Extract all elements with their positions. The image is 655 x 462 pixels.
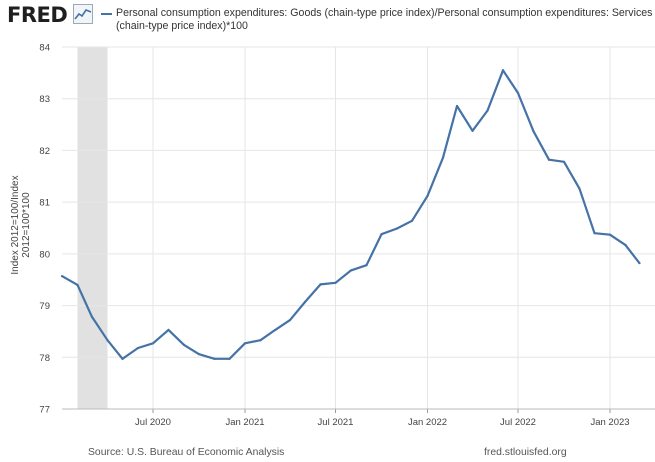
- legend-swatch: [101, 13, 112, 15]
- y-tick-label: 83: [39, 94, 50, 105]
- x-tick-label: Jul 2022: [500, 417, 536, 428]
- data-point: [486, 109, 489, 112]
- y-tick-label: 81: [39, 198, 50, 209]
- x-tick-label: Jan 2023: [590, 417, 629, 428]
- data-point: [501, 69, 505, 72]
- line-chart-icon: [73, 4, 93, 24]
- source-note: Source: U.S. Bureau of Economic Analysis: [88, 447, 285, 458]
- data-point: [136, 346, 140, 350]
- x-tick-label: Jan 2021: [225, 417, 264, 428]
- data-point: [182, 343, 186, 346]
- data-point: [516, 91, 520, 95]
- data-point: [608, 233, 612, 236]
- data-point: [334, 281, 337, 284]
- site-link[interactable]: fred.stlouisfed.org: [484, 447, 567, 458]
- data-point: [441, 156, 445, 159]
- data-point: [213, 357, 216, 360]
- data-point: [228, 357, 231, 360]
- series-line: [61, 69, 641, 360]
- data-point: [106, 339, 109, 342]
- x-tick-label: Jan 2022: [408, 417, 447, 428]
- data-point: [578, 187, 581, 190]
- y-tick-label: 78: [39, 353, 50, 364]
- data-point: [90, 315, 94, 319]
- data-point: [273, 329, 276, 332]
- recession-band: [77, 47, 108, 409]
- data-point: [532, 130, 535, 133]
- x-tick-label: Jul 2021: [318, 417, 354, 428]
- data-point: [319, 283, 322, 286]
- legend-label: Personal consumption expenditures: Goods…: [116, 7, 653, 32]
- data-point: [151, 342, 155, 345]
- header: FRED Personal consumption expenditures: …: [0, 0, 655, 44]
- data-point: [593, 232, 596, 235]
- data-point: [60, 274, 64, 278]
- data-point: [638, 262, 641, 265]
- data-point: [380, 233, 383, 236]
- data-point: [303, 300, 307, 304]
- fred-logo[interactable]: FRED: [7, 3, 68, 27]
- data-point: [471, 129, 474, 132]
- data-point: [349, 269, 353, 272]
- y-tick-label: 80: [39, 249, 50, 260]
- data-point: [288, 318, 292, 322]
- y-tick-label: 84: [39, 43, 50, 54]
- y-tick-label: 79: [39, 301, 50, 312]
- y-tick-label: 77: [39, 405, 50, 416]
- data-point: [547, 158, 551, 161]
- chart-area: 77 78 79 80 81 82 83 84 Jul 2020 Jan 2021 Jul 202…: [39, 43, 655, 428]
- data-point: [562, 160, 566, 163]
- y-tick-label: 82: [39, 146, 50, 157]
- y-axis-label: Index 2012=100/Index 2012=100*100: [10, 175, 32, 275]
- data-point: [76, 283, 79, 286]
- data-point: [197, 353, 201, 356]
- data-point: [426, 194, 429, 198]
- data-point: [259, 339, 262, 342]
- x-tick-label: Jul 2020: [135, 417, 171, 428]
- data-point: [624, 243, 627, 247]
- data-point: [243, 342, 247, 345]
- data-point: [395, 227, 399, 230]
- data-point: [410, 219, 414, 222]
- data-point: [167, 328, 170, 331]
- data-point: [455, 104, 459, 108]
- data-point: [365, 264, 368, 267]
- data-point: [121, 357, 124, 360]
